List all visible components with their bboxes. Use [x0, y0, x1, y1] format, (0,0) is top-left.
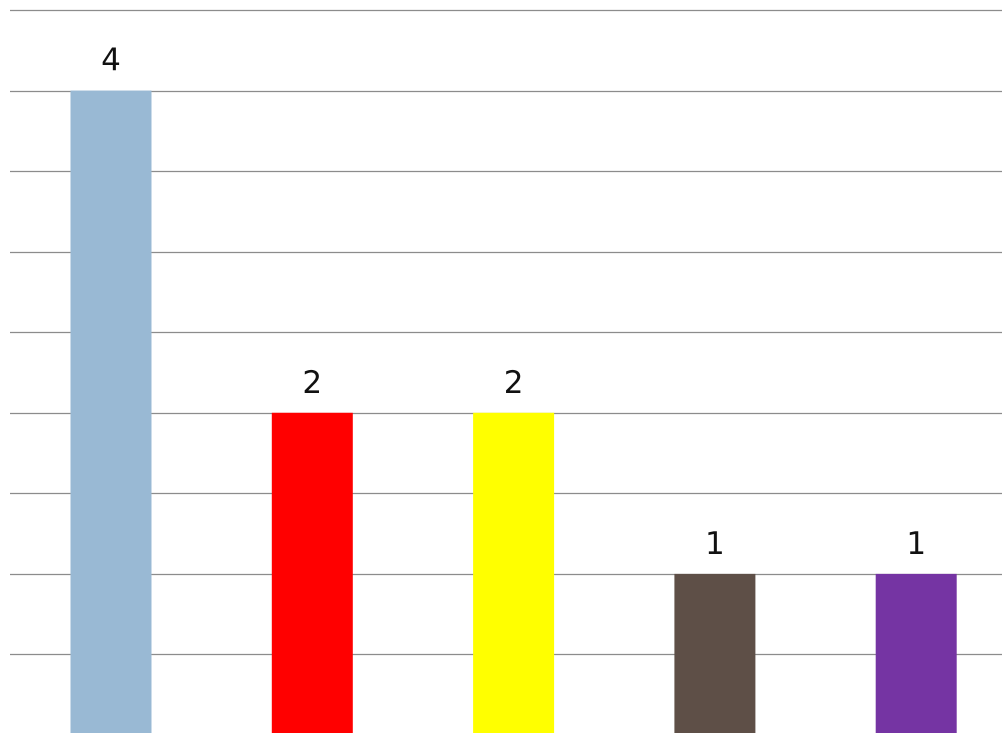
data-label-0: 4 [101, 43, 121, 79]
bar-2 [473, 412, 555, 733]
data-label-4: 1 [906, 526, 926, 562]
bar-0 [70, 90, 152, 733]
bar-3 [674, 573, 756, 733]
data-label-1: 2 [302, 365, 322, 401]
data-labels: 4 2 2 1 1 [101, 43, 926, 562]
bars [70, 90, 957, 733]
data-label-3: 1 [705, 526, 725, 562]
bar-4 [875, 573, 957, 733]
bar-1 [271, 412, 353, 733]
data-label-2: 2 [504, 365, 524, 401]
